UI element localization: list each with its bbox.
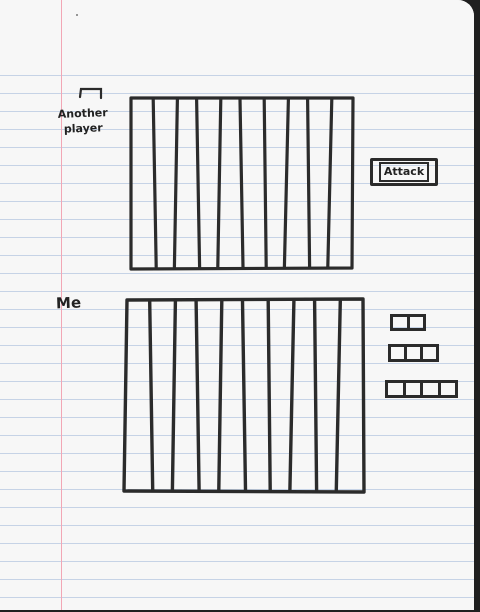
opponent-board-column[interactable] <box>333 101 351 265</box>
ship-cell <box>423 347 436 359</box>
opponent-board-column[interactable] <box>177 101 195 265</box>
ship-2[interactable] <box>390 314 426 331</box>
opponent-board-column[interactable] <box>155 101 173 265</box>
opponent-board-column[interactable] <box>222 101 240 265</box>
my-board-column[interactable] <box>270 303 290 488</box>
ship-cell <box>393 317 410 328</box>
my-board-column[interactable] <box>175 303 195 488</box>
ship-cell <box>406 383 423 395</box>
my-board-column[interactable] <box>294 303 314 488</box>
attack-button-label: Attack <box>378 162 430 182</box>
ship-cell <box>423 383 441 395</box>
opponent-board-column[interactable] <box>266 101 284 265</box>
opponent-board-column[interactable] <box>133 101 151 265</box>
my-board-column[interactable] <box>128 303 148 488</box>
my-board-column[interactable] <box>152 303 172 488</box>
my-board-column[interactable] <box>223 303 243 488</box>
ship-cell <box>441 383 456 395</box>
ship-3[interactable] <box>388 344 439 362</box>
opponent-board-column[interactable] <box>200 101 218 265</box>
my-board-column[interactable] <box>247 303 267 488</box>
ship-cell <box>388 383 406 395</box>
ship-4[interactable] <box>385 380 458 398</box>
paper-speck <box>76 14 78 16</box>
opponent-board-column[interactable] <box>244 101 262 265</box>
opponent-board-column[interactable] <box>288 101 306 265</box>
ship-cell <box>407 347 423 359</box>
attack-button[interactable]: Attack <box>370 158 438 186</box>
my-board-column[interactable] <box>199 303 219 488</box>
opponent-board-column[interactable] <box>311 101 329 265</box>
my-board-column[interactable] <box>341 303 361 488</box>
my-board-column[interactable] <box>318 303 338 488</box>
ship-cell <box>410 317 424 328</box>
ship-cell <box>391 347 407 359</box>
margin-line <box>61 0 62 610</box>
